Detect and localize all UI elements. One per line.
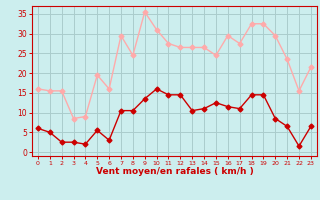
X-axis label: Vent moyen/en rafales ( km/h ): Vent moyen/en rafales ( km/h ) <box>96 167 253 176</box>
